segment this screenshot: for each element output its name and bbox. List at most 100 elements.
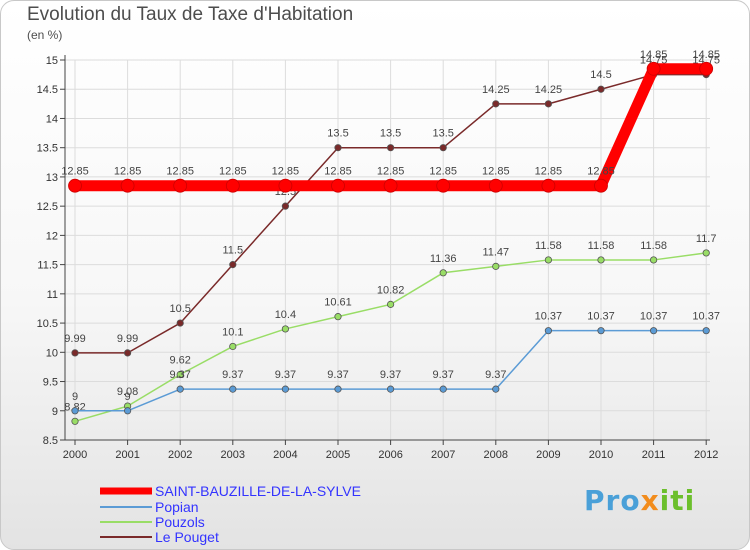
data-point <box>124 407 132 415</box>
data-label: 12.85 <box>166 166 194 178</box>
data-point <box>541 178 556 193</box>
x-tick-label: 2002 <box>168 449 192 461</box>
data-label: 12.85 <box>324 166 352 178</box>
data-label: 9.99 <box>64 333 85 345</box>
data-point <box>594 178 608 193</box>
y-tick-label: 11.5 <box>37 260 58 272</box>
data-point <box>492 100 500 108</box>
data-point <box>278 178 293 193</box>
y-tick-label: 12.5 <box>37 201 58 213</box>
x-tick-label: 2007 <box>431 449 455 461</box>
data-label: 10.37 <box>640 311 668 323</box>
data-label: 10.1 <box>222 326 243 338</box>
y-tick-label: 14 <box>46 113 58 125</box>
legend-label: Popian <box>155 499 199 515</box>
series-1: 12.85 12.85 12.85 12.85 12.85 12.85 12.85 12.85… <box>61 49 720 193</box>
series-3: 8.829.089.6210.110.410.6110.8211.3611.47… <box>64 233 716 425</box>
data-point <box>436 178 451 193</box>
data-point <box>544 100 553 108</box>
y-tick-label: 14.5 <box>37 84 58 96</box>
data-point <box>702 249 710 257</box>
data-point <box>492 262 500 270</box>
data-label: 14.85 <box>692 49 720 61</box>
x-tick-label: 2006 <box>378 449 402 461</box>
legend-label: SAINT-BAUZILLE-DE-LA-SYLVE <box>155 483 361 499</box>
data-point <box>597 85 605 93</box>
legend-item-4: Le Pouget <box>100 529 219 545</box>
data-label: 14.25 <box>535 84 563 96</box>
x-tick-label: 2000 <box>63 449 87 461</box>
data-label: 10.4 <box>275 309 296 321</box>
data-point <box>71 349 79 357</box>
proxiti-logo: Proxiti <box>584 484 696 517</box>
data-label: 12.85 <box>429 166 457 178</box>
y-tick-label: 9 <box>52 406 58 418</box>
data-label: 9.37 <box>169 369 190 381</box>
data-label: 10.82 <box>377 284 405 296</box>
data-point <box>173 178 188 193</box>
data-label: 10.37 <box>535 311 563 323</box>
data-label: 13.5 <box>327 128 348 140</box>
data-point <box>383 178 398 193</box>
series-4: 9.999.9910.511.512.513.513.513.514.2514.… <box>64 55 720 357</box>
data-point <box>597 256 605 264</box>
legend-label: Pouzols <box>155 514 205 530</box>
y-tick-label: 13 <box>46 172 58 184</box>
data-label: 10.5 <box>169 303 190 315</box>
data-point <box>386 300 395 308</box>
data-point <box>334 144 342 152</box>
data-label: 11.7 <box>696 233 717 245</box>
y-tick-label: 12 <box>46 230 58 242</box>
data-label: 14.25 <box>482 84 510 96</box>
data-point <box>71 417 79 425</box>
data-point <box>492 385 500 393</box>
data-point <box>544 327 553 335</box>
data-point <box>281 202 289 210</box>
data-point <box>331 178 345 193</box>
data-point <box>68 178 82 193</box>
x-tick-label: 2001 <box>115 449 139 461</box>
data-point <box>229 385 237 393</box>
y-tick-label: 13.5 <box>37 143 58 155</box>
data-label: 9 <box>72 391 78 403</box>
data-label: 11.58 <box>535 240 562 252</box>
data-point <box>124 349 132 357</box>
y-tick-label: 8.5 <box>43 435 58 447</box>
data-point <box>544 256 553 264</box>
data-point <box>649 327 658 335</box>
chart-subtitle: (en %) <box>27 28 63 42</box>
data-label: 12.85 <box>587 166 615 178</box>
data-point <box>334 313 342 321</box>
data-point <box>229 261 237 269</box>
x-tick-label: 2011 <box>642 449 666 461</box>
data-label: 9.37 <box>327 369 348 381</box>
data-point <box>71 407 79 415</box>
data-point <box>439 385 447 393</box>
data-point <box>488 178 503 193</box>
data-label: 11.36 <box>430 253 457 265</box>
data-label: 14.5 <box>590 69 611 81</box>
legend-item-1: SAINT-BAUZILLE-DE-LA-SYLVE <box>100 483 361 499</box>
data-point <box>597 327 605 335</box>
data-label: 12.85 <box>219 166 247 178</box>
legend-item-3: Pouzols <box>100 514 205 530</box>
series-2: 9 9 9.37 9.37 9.37 9.37 9.37 9.37 9.37 10.37 10.37… <box>71 311 720 415</box>
data-point <box>386 144 395 152</box>
y-tick-label: 10 <box>46 347 58 359</box>
data-label: 11.58 <box>640 240 667 252</box>
data-label: 12.85 <box>482 166 510 178</box>
data-label: 11.5 <box>223 245 244 257</box>
data-label: 9.08 <box>117 386 138 398</box>
data-point <box>120 178 135 193</box>
data-label: 10.37 <box>692 311 720 323</box>
y-tick-label: 9.5 <box>43 377 58 389</box>
data-label: 11.47 <box>482 246 509 258</box>
data-label: 10.61 <box>324 297 352 309</box>
data-point <box>702 327 710 335</box>
data-point <box>176 385 184 393</box>
data-label: 12.85 <box>535 166 563 178</box>
data-label: 9 <box>125 391 131 403</box>
x-tick-label: 2012 <box>694 449 718 461</box>
